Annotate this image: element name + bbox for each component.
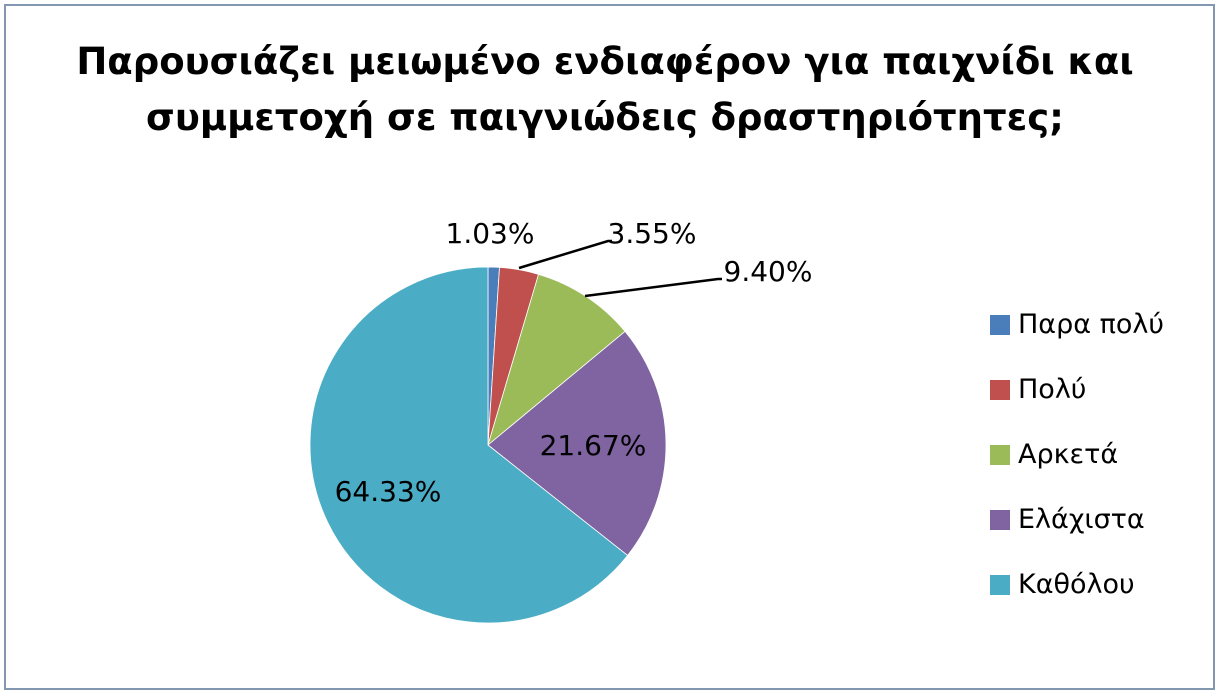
pie-slice — [309, 266, 629, 624]
legend-item: Αρκετά — [990, 422, 1205, 487]
legend-item: Ελάχιστα — [990, 487, 1205, 552]
legend-item: Καθόλου — [990, 552, 1205, 617]
legend-label: Πολύ — [1018, 374, 1087, 405]
data-label: 3.55% — [608, 217, 697, 250]
data-label: 1.03% — [446, 217, 535, 250]
legend-swatch — [990, 574, 1010, 595]
data-label: 21.67% — [540, 429, 647, 462]
data-label: 64.33% — [335, 475, 442, 508]
leader-line — [584, 277, 722, 298]
legend-label: Παρα πολύ — [1018, 309, 1164, 340]
legend: Παρα πολύ Πολύ Αρκετά Ελάχιστα Καθόλου — [990, 292, 1205, 617]
legend-label: Καθόλου — [1018, 569, 1135, 600]
leader-line — [518, 239, 612, 270]
legend-swatch — [990, 509, 1010, 530]
legend-swatch — [990, 444, 1010, 465]
legend-swatch — [990, 379, 1010, 400]
legend-item: Παρα πολύ — [990, 292, 1205, 357]
legend-item: Πολύ — [990, 357, 1205, 422]
chart-title: Παρουσιάζει μειωμένο ενδιαφέρον για παιχ… — [76, 40, 1134, 139]
legend-swatch — [990, 314, 1010, 335]
data-label: 9.40% — [724, 255, 813, 288]
pie-slice — [487, 330, 667, 557]
legend-label: Ελάχιστα — [1018, 504, 1145, 535]
legend-label: Αρκετά — [1018, 439, 1119, 470]
